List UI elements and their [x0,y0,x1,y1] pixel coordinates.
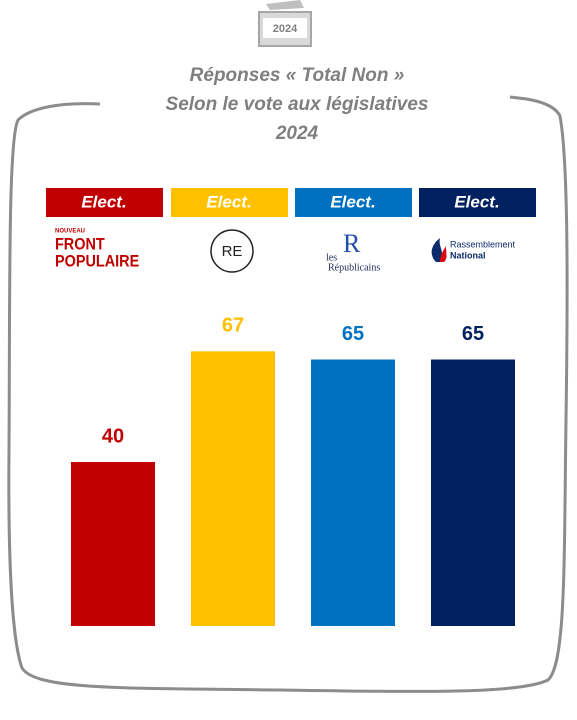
chart-title: Selon le vote aux législatives [166,94,429,115]
value-label: 40 [102,425,124,447]
header-box [171,188,288,217]
value-label: 65 [342,323,364,345]
bar [311,359,395,626]
chart-title: Réponses « Total Non » [190,65,405,86]
bar [431,359,515,626]
logo-flame [440,246,447,262]
header-box [46,188,163,217]
logo-text: POPULAIRE [55,252,139,270]
value-label: 65 [462,323,484,345]
category-label: Elect. [81,192,126,211]
frame [7,95,569,693]
badge-label: 2024 [273,23,298,35]
header-box [295,188,412,217]
header-box [419,188,536,217]
category-label: Elect. [330,192,375,211]
bar [191,351,275,626]
chart-title: 2024 [275,123,319,144]
logo-circle [210,229,254,273]
value-label: 67 [222,315,244,337]
logo-text: les [326,252,337,263]
logo-text: National [450,250,486,260]
category-label: Elect. [206,192,251,211]
logo-text: RE [222,243,243,260]
logo-text: NOUVEAU [55,229,85,235]
logo-text: FRONT [55,235,105,253]
logo-text: Rassemblement [450,239,516,249]
category-label: Elect. [454,192,499,211]
logo-flame [431,238,443,262]
badge-icon: 2024 [258,0,312,47]
logo-text: R [343,229,361,258]
bar [71,462,155,626]
logo-text: Républicains [328,262,380,273]
